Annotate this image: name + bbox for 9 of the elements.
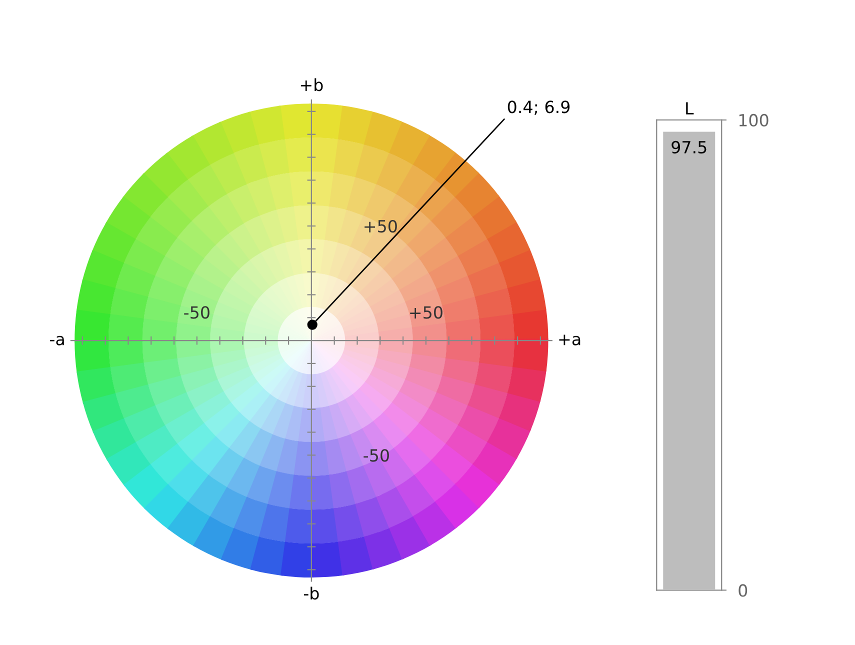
y-tick-label: 100	[739, 114, 768, 127]
chart-title: L	[686, 102, 694, 114]
text: -b	[304, 586, 319, 600]
text: -a	[50, 336, 64, 346]
text: +a	[559, 334, 580, 346]
data-label: 97.5	[672, 140, 706, 154]
y-tick-label: 0	[738, 584, 748, 597]
text: +b	[300, 78, 323, 92]
annotation: 0.4; 6.9	[508, 100, 570, 115]
